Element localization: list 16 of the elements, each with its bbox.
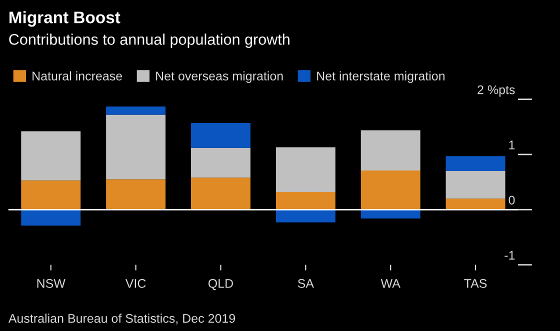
x-tick-label: QLD: [208, 279, 233, 290]
x-tick-label: TAS: [464, 279, 487, 288]
legend-label: Natural increase: [32, 71, 122, 80]
y-tick-label: -1: [504, 251, 515, 260]
y-tick-label: 2 %pts: [478, 85, 515, 97]
x-tick-label: SA: [298, 279, 314, 288]
x-tick-label: VIC: [125, 279, 146, 288]
y-tick-label: 0: [508, 196, 515, 205]
text: Australian Bureau of Statistics, Dec 2019: [8, 314, 236, 324]
x-tick-label: NSW: [37, 279, 66, 288]
y-tick-label: 1: [509, 140, 515, 150]
x-tick-label: WA: [380, 279, 400, 288]
chart-title: Migrant Boost: [10, 11, 120, 27]
legend-label: Net interstate migration: [317, 71, 444, 83]
legend-label: Net overseas migration: [156, 71, 283, 83]
chart-subtitle: Contributions to annual population growth: [9, 34, 290, 48]
